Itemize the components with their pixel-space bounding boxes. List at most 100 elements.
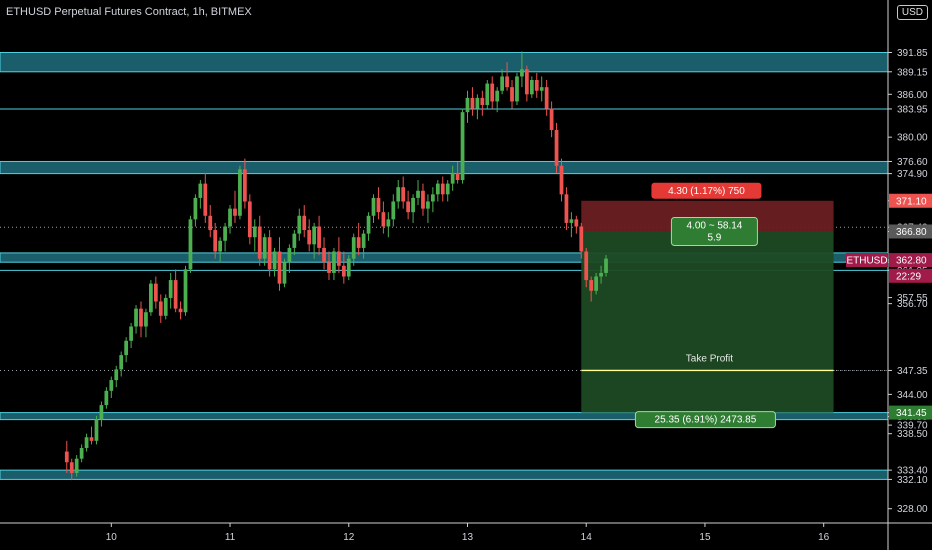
candle-body <box>371 197 376 216</box>
candle-body <box>416 190 420 198</box>
candle-body <box>569 219 574 223</box>
candle-body <box>584 251 589 281</box>
stop-loss-label-bg <box>651 182 762 199</box>
candle <box>243 158 247 209</box>
candle-body <box>500 76 505 91</box>
candle <box>114 365 119 388</box>
candle-body <box>163 297 168 316</box>
candle <box>490 76 495 109</box>
candle-body <box>574 219 579 227</box>
candle <box>411 194 415 223</box>
candle-body <box>317 226 321 248</box>
y-tick-label: 333.40 <box>897 466 928 477</box>
candle <box>445 180 450 202</box>
candle-body <box>515 76 519 102</box>
candle <box>247 194 252 245</box>
candle-body <box>99 405 104 420</box>
candle <box>198 180 203 209</box>
candle-body <box>332 251 336 273</box>
candle <box>594 272 599 295</box>
candle <box>544 80 549 116</box>
candle <box>416 180 420 206</box>
price-axis-label-text: 366.80 <box>896 227 927 238</box>
price-axis-label-text: 341.45 <box>896 408 927 419</box>
candle-body <box>505 76 509 88</box>
candle <box>450 165 455 191</box>
take-profit-area <box>581 231 834 413</box>
x-tick-label: 16 <box>818 532 830 543</box>
candle-body <box>228 208 232 227</box>
candle-body <box>549 108 554 131</box>
candle-body <box>604 258 608 273</box>
candle <box>475 94 480 120</box>
candle-body <box>233 208 237 216</box>
candle-body <box>307 230 312 245</box>
candle-body <box>139 308 143 327</box>
take-profit-text: Take Profit <box>686 353 733 364</box>
candle-body <box>69 462 74 473</box>
candle-body <box>475 97 480 109</box>
candle-body <box>312 226 317 245</box>
candle-body <box>430 194 435 202</box>
candle <box>292 230 297 256</box>
candle-body <box>599 272 603 277</box>
x-tick-label: 12 <box>343 532 355 543</box>
candle-body <box>356 237 361 248</box>
candle-body <box>460 112 465 181</box>
candle-body <box>124 340 129 356</box>
candle-body <box>376 197 381 213</box>
price-axis-label: 371.10 <box>889 193 932 208</box>
candle <box>510 80 514 109</box>
candle <box>351 233 356 266</box>
candle <box>505 62 509 91</box>
y-tick-label: 376.60 <box>897 157 928 168</box>
candle <box>64 440 69 473</box>
candle-body <box>589 280 594 291</box>
candle-body <box>495 90 500 102</box>
candle-body <box>84 437 89 448</box>
candle <box>124 337 129 363</box>
candle <box>520 51 524 88</box>
candle-body <box>287 247 292 263</box>
candle-body <box>277 251 282 284</box>
candle-body <box>238 169 242 216</box>
candle-body <box>168 280 173 298</box>
support-resistance-zone <box>0 469 889 480</box>
price-axis-label-text: 22:29 <box>896 271 921 282</box>
y-tick-label: 383.95 <box>897 104 928 115</box>
candle-body <box>455 172 460 181</box>
candle <box>500 69 505 95</box>
candle <box>233 190 237 223</box>
y-tick-label: 380.00 <box>897 133 928 144</box>
y-tick-label: 328.00 <box>897 504 928 515</box>
candle <box>178 301 183 320</box>
candle <box>332 247 336 281</box>
candle-body <box>401 187 406 202</box>
candle <box>173 269 178 313</box>
candle <box>208 205 213 238</box>
target-label-text: 25.35 (6.91%) 2473.85 <box>655 415 757 426</box>
candle-body <box>257 226 262 259</box>
risk-reward-label: 4.00 ~ 58.145.9 <box>670 216 758 246</box>
candle <box>421 183 425 216</box>
price-axis-label-text: 362.80 <box>896 256 927 267</box>
candle <box>267 230 272 277</box>
candle-body <box>435 183 440 195</box>
candle <box>539 76 544 102</box>
candle-body <box>322 247 326 263</box>
candle-body <box>579 226 584 252</box>
candle <box>218 237 223 263</box>
stop-loss-label: 4.30 (1.17%) 750 <box>651 182 762 199</box>
candle-body <box>79 447 84 459</box>
candle-body <box>351 237 356 259</box>
y-tick-label: 391.85 <box>897 48 928 59</box>
candle-body <box>411 197 415 213</box>
candle <box>163 294 168 320</box>
candle-body <box>243 169 247 202</box>
y-tick-label: 389.15 <box>897 67 928 78</box>
candle-body <box>470 97 475 109</box>
candle <box>430 187 435 213</box>
currency-button[interactable]: USD <box>896 5 928 20</box>
candle-body <box>114 369 119 381</box>
